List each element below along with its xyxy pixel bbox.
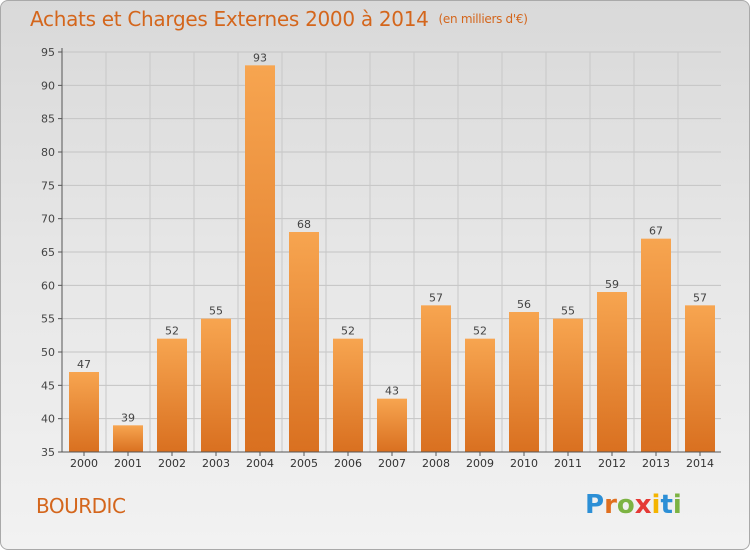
bar-2011 (553, 318, 583, 452)
x-tick-label-2010: 2010 (510, 457, 538, 470)
x-tick-label-2008: 2008 (422, 457, 450, 470)
data-label-2007: 43 (385, 385, 399, 398)
data-label-2006: 52 (341, 325, 355, 338)
axes: 35 40 45 50 55 60 65 70 75 80 85 90 95 2000 2001 2002 20… (41, 46, 721, 470)
x-tick-label-2009: 2009 (466, 457, 494, 470)
data-label-2012: 59 (605, 278, 619, 291)
bar-2000 (69, 372, 99, 452)
x-tick-label-2000: 2000 (70, 457, 98, 470)
y-tick-label: 35 (41, 446, 55, 459)
proxiti-logo: Proxiti (585, 490, 682, 520)
x-tick-label-2001: 2001 (114, 457, 142, 470)
bar-2013 (641, 238, 671, 452)
bar-2007 (377, 398, 407, 452)
y-tick-label: 90 (41, 79, 55, 92)
data-label-2000: 47 (77, 358, 91, 371)
data-label-2013: 67 (649, 225, 663, 238)
x-tick-label-2007: 2007 (378, 457, 406, 470)
y-tick-label: 65 (41, 246, 55, 259)
bar-2002 (157, 338, 187, 452)
bar-2006 (333, 338, 363, 452)
y-tick-label: 95 (41, 46, 55, 59)
bar-2014 (685, 305, 715, 452)
x-tick-label-2002: 2002 (158, 457, 186, 470)
data-label-2001: 39 (121, 411, 135, 424)
bar-2012 (597, 292, 627, 452)
y-tick-label: 70 (41, 213, 55, 226)
data-label-2002: 52 (165, 325, 179, 338)
data-label-2011: 55 (561, 305, 575, 318)
data-label-2008: 57 (429, 291, 443, 304)
bar-2010 (509, 312, 539, 452)
x-tick-label-2004: 2004 (246, 457, 274, 470)
y-tick-label: 60 (41, 279, 55, 292)
x-tick-label-2012: 2012 (598, 457, 626, 470)
x-tick-label-2005: 2005 (290, 457, 318, 470)
bar-2005 (289, 232, 319, 452)
x-tick-label-2006: 2006 (334, 457, 362, 470)
chart-title-text: Achats et Charges Externes 2000 à 2014 (30, 7, 429, 31)
y-tick-label: 85 (41, 113, 55, 126)
bar-2003 (201, 318, 231, 452)
x-tick-label-2014: 2014 (686, 457, 714, 470)
x-tick-label-2011: 2011 (554, 457, 582, 470)
y-tick-label: 55 (41, 313, 55, 326)
chart-title: Achats et Charges Externes 2000 à 2014 (e… (30, 7, 528, 31)
bar-2009 (465, 338, 495, 452)
chart-unit: (en milliers d'€) (438, 12, 528, 26)
x-tick-label-2013: 2013 (642, 457, 670, 470)
y-tick-label: 40 (41, 413, 55, 426)
x-tick-label-2003: 2003 (202, 457, 230, 470)
bar-2001 (113, 425, 143, 452)
y-tick-label: 45 (41, 379, 55, 392)
bars: 47 39 52 55 93 68 52 43 57 52 56 55 59 67 57 (69, 51, 715, 452)
bar-2008 (421, 305, 451, 452)
y-tick-label: 80 (41, 146, 55, 159)
y-tick-label: 75 (41, 179, 55, 192)
data-label-2014: 57 (693, 291, 707, 304)
data-label-2005: 68 (297, 218, 311, 231)
data-label-2010: 56 (517, 298, 531, 311)
data-label-2003: 55 (209, 305, 223, 318)
data-label-2009: 52 (473, 325, 487, 338)
bar-2004 (245, 65, 275, 452)
data-label-2004: 93 (253, 51, 267, 64)
y-tick-label: 50 (41, 346, 55, 359)
place-name: BOURDIC (36, 494, 126, 518)
